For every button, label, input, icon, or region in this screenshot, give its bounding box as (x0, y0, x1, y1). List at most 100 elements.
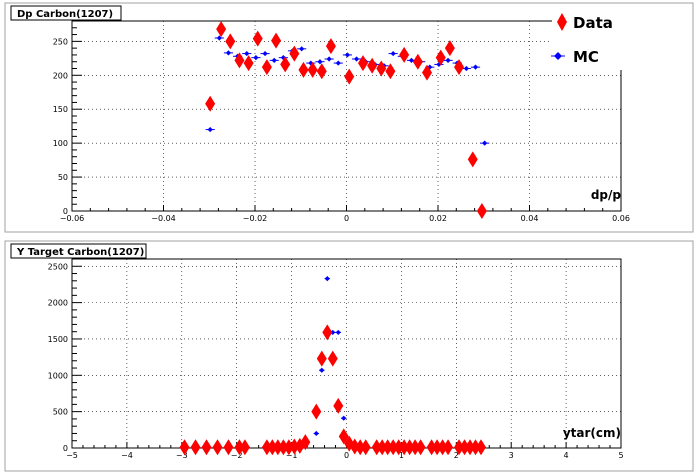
x-tick-label: −0.04 (151, 214, 176, 223)
mc-point (335, 60, 341, 66)
x-tick-label: 0 (344, 214, 349, 223)
data-point (349, 438, 360, 455)
data-point (437, 439, 448, 456)
legend-data-marker (557, 13, 567, 31)
data-point (311, 403, 322, 420)
x-tick-label: −4 (121, 451, 133, 460)
data-point (388, 439, 399, 456)
y-tick-label: 0 (63, 444, 68, 453)
x-tick-label: 0.02 (429, 214, 447, 223)
data-point (322, 324, 333, 341)
x-tick-label: 4 (564, 451, 569, 460)
ytarget-plot-pad: −5 −4 −3 −2 −1 0 1 2 3 4 5 0 500 1000 1500 2000 2500 Y T… (4, 240, 694, 472)
data-point (470, 439, 481, 456)
data-point (179, 439, 190, 456)
data-point (443, 439, 454, 456)
data-point (261, 439, 272, 456)
y-tick-label: 200 (53, 71, 68, 80)
data-point (476, 203, 487, 219)
mc-point (317, 59, 323, 65)
data-point (454, 439, 465, 456)
data-point (201, 439, 212, 456)
data-point (289, 45, 300, 62)
mc-point (330, 329, 336, 336)
data-point (360, 439, 371, 456)
x-axis-label: dp/p (591, 188, 622, 202)
legend-mc-label: MC (573, 48, 599, 66)
title-box (10, 5, 122, 21)
mc-point (463, 65, 469, 72)
data-point (376, 60, 387, 77)
x-tick-label: 1 (399, 451, 404, 460)
data-point (385, 63, 396, 80)
y-tick-label: 150 (53, 105, 68, 114)
y-tick-label: 50 (58, 173, 68, 182)
mc-point (216, 35, 222, 41)
mc-point (408, 57, 415, 63)
data-point (426, 439, 437, 456)
x-tick-label: 5 (618, 451, 623, 460)
legend: Data MC (551, 6, 622, 70)
data-point (316, 63, 327, 80)
data-point (410, 439, 421, 456)
data-point (316, 350, 327, 367)
chart-title: Y Target Carbon(1207) (16, 247, 144, 258)
mc-point (262, 50, 268, 57)
legend-data-label: Data (573, 14, 613, 32)
y-tick-label: 500 (53, 408, 68, 417)
dp-plot-pad: −0.06 −0.04 −0.02 0 0.02 0.04 0.06 0 50 100 150 200… (4, 2, 694, 233)
tick-labels: −5 −4 −3 −2 −1 0 1 2 3 4 5 0 500 1000 1500 2000 2500 (48, 262, 624, 460)
mc-point (207, 126, 213, 133)
data-point (367, 57, 378, 74)
mc-point (319, 367, 325, 373)
mc-point (313, 430, 319, 437)
data-point (252, 30, 263, 47)
x-tick-label: −5 (66, 451, 78, 460)
plot-frame (71, 258, 622, 449)
data-point (212, 439, 223, 456)
data-point (377, 439, 388, 456)
y-tick-label: 2000 (48, 299, 68, 308)
y-tick-label: 0 (63, 207, 68, 216)
mc-point (341, 415, 347, 421)
x-tick-label: 2 (454, 451, 459, 460)
mc-point (344, 52, 351, 58)
mc-point (482, 140, 488, 146)
data-point (399, 439, 410, 456)
mc-point (324, 276, 330, 282)
data-point (404, 439, 415, 456)
data-point (444, 40, 455, 57)
data-point (271, 32, 282, 49)
data-point (344, 68, 355, 85)
x-tick-label: −0.06 (60, 214, 85, 223)
axis-ticks (71, 20, 622, 212)
mc-point (472, 64, 479, 70)
data-point (476, 439, 487, 456)
tick-labels: −0.06 −0.04 −0.02 0 0.02 0.04 0.06 0 50 100 150 200… (53, 37, 630, 223)
mc-point (271, 57, 277, 63)
data-point (289, 438, 300, 455)
x-tick-label: 0.04 (521, 214, 539, 223)
x-tick-label: −1 (286, 451, 298, 460)
data-marks (205, 21, 490, 219)
mc-point (326, 56, 332, 62)
data-point (298, 61, 309, 78)
data-point (412, 53, 423, 70)
data-point (382, 439, 393, 456)
mc-point (427, 64, 433, 70)
data-point (300, 434, 311, 451)
y-tick-label: 1500 (48, 335, 68, 344)
x-tick-label: −2 (231, 451, 243, 460)
data-point (435, 49, 446, 66)
data-point (283, 439, 294, 456)
data-point (225, 33, 236, 50)
data-point (278, 439, 289, 456)
x-tick-label: 0 (344, 451, 349, 460)
data-point (459, 439, 470, 456)
data-point (234, 52, 245, 69)
plot-frame (71, 20, 622, 212)
y-tick-label: 2500 (48, 262, 68, 271)
x-tick-label: −0.02 (243, 214, 268, 223)
data-point (325, 38, 336, 55)
